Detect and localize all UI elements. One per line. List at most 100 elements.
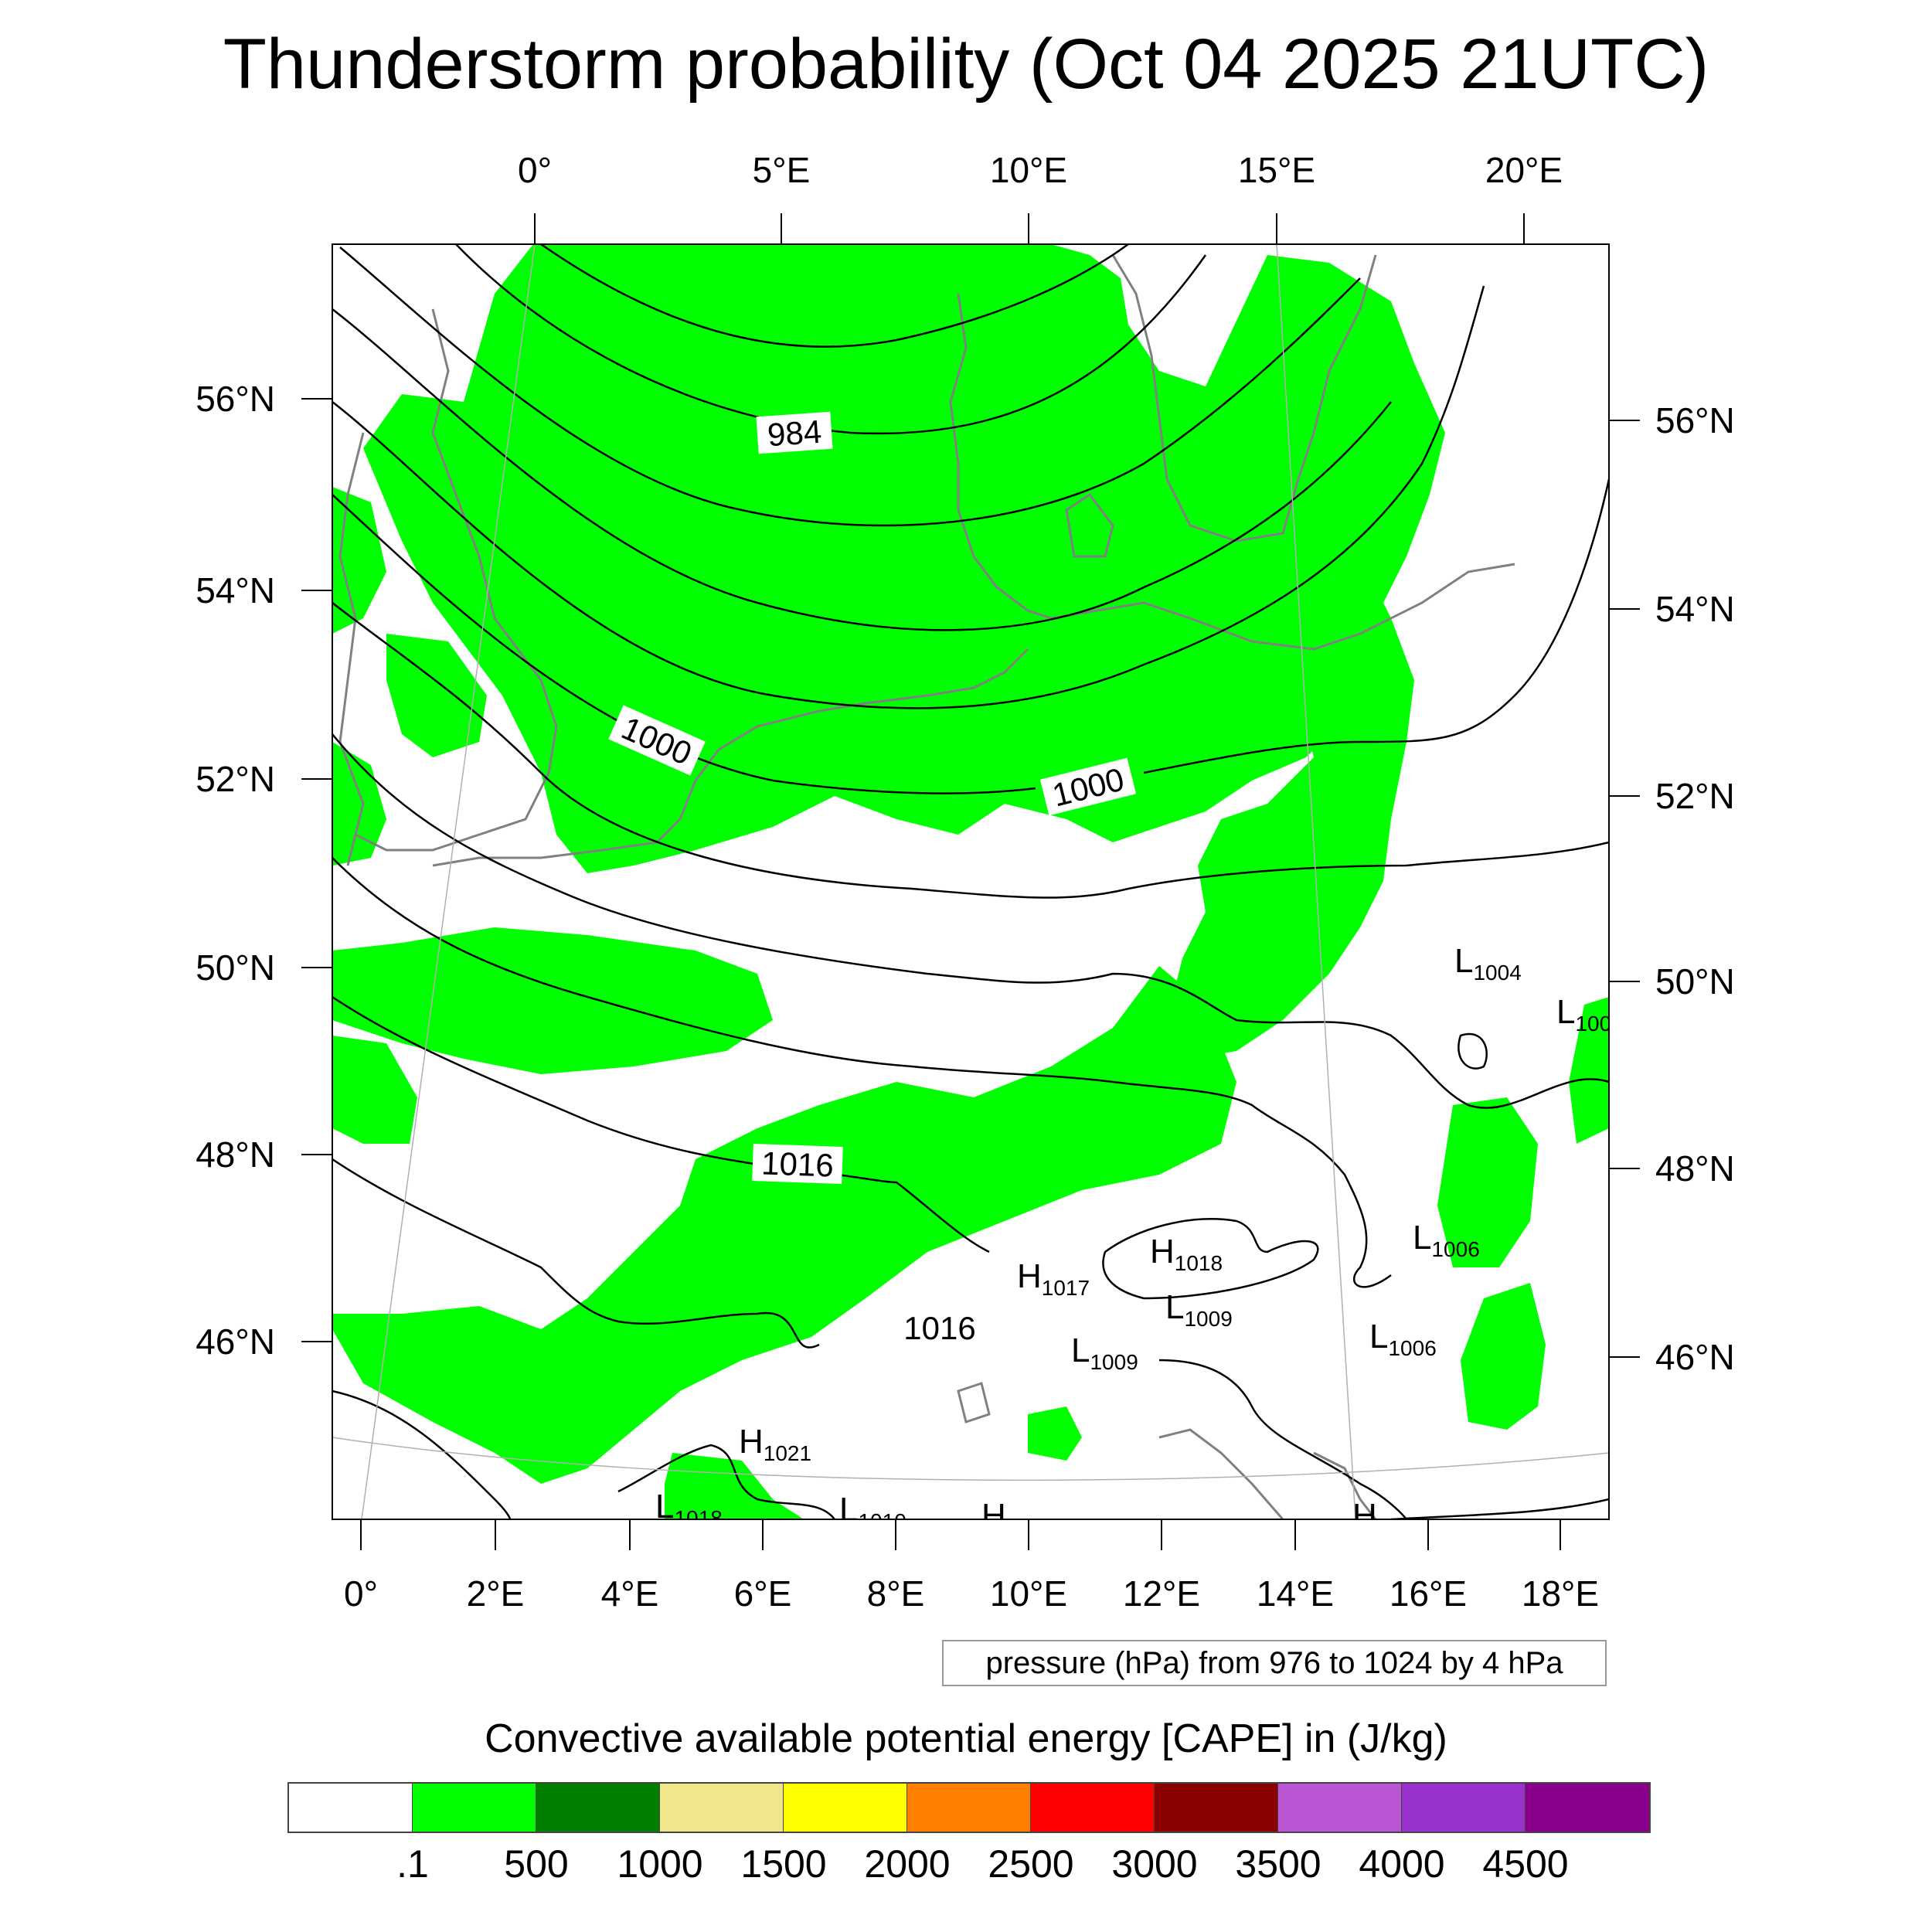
lon-label: 0° <box>344 1573 378 1614</box>
colorbar-label: 3500 <box>1235 1842 1321 1886</box>
colorbar-box <box>907 1784 1031 1832</box>
contour-label-1000-east: 1000 <box>1039 757 1137 816</box>
colorbar-box <box>289 1784 413 1832</box>
cape-region-france-nw <box>332 1036 417 1144</box>
colorbar-label: 4500 <box>1482 1842 1569 1886</box>
coast-uk-west <box>338 432 365 866</box>
lon-label: 8°E <box>867 1573 925 1614</box>
lon-label: 15°E <box>1238 150 1315 190</box>
isobar-1000 <box>332 494 1036 794</box>
coast-sweden <box>1111 254 1377 543</box>
coast-lake-garda <box>957 1382 991 1423</box>
colorbar-label: 1500 <box>740 1842 827 1886</box>
pressure-center-label: H1021 <box>739 1423 811 1465</box>
lat-label: 48°N <box>1655 1148 1735 1189</box>
isobar-1024 <box>332 1389 512 1519</box>
pressure-center-label: L1004 <box>1454 942 1522 985</box>
pressure-centers: L1004 L100 L1006 H1018 H1017 L1009 L1009… <box>655 942 1611 1535</box>
pressure-center-label: L1018 <box>655 1488 723 1530</box>
lat-label: 48°N <box>196 1134 275 1175</box>
isobar-992 <box>332 308 1392 631</box>
cape-region-uk-south <box>386 634 487 757</box>
lon-label: 10°E <box>990 150 1067 190</box>
cape-region-slovakia <box>1437 1097 1538 1267</box>
map-frame <box>332 243 1610 1520</box>
isobar-996 <box>332 285 1485 709</box>
lon-label: 16°E <box>1389 1573 1467 1614</box>
lat-label: 56°N <box>196 379 275 419</box>
isobars <box>332 244 1609 1519</box>
coast-netherlands <box>679 648 1029 820</box>
colorbar-label: 2500 <box>988 1842 1074 1886</box>
colorbar-box <box>1278 1784 1402 1832</box>
lat-label: 52°N <box>196 759 275 799</box>
isobar-italy-low <box>1158 1359 1407 1519</box>
top-longitude-labels: 0° 5°E 10°E 15°E 20°E <box>518 150 1563 190</box>
pressure-center-label: L1006 <box>1369 1318 1437 1360</box>
coastlines <box>338 254 1515 1519</box>
isobar-genoa <box>617 1444 835 1519</box>
graticule <box>332 244 1609 1519</box>
lat-label: 52°N <box>1655 776 1735 816</box>
colorbar-box <box>536 1784 660 1832</box>
contour-label-984: 984 <box>756 411 833 454</box>
left-latitude-labels: 56°N 54°N 52°N 50°N 48°N 46°N <box>196 379 275 1362</box>
cape-fill-regions <box>332 244 1609 1519</box>
cape-region-alps-south <box>665 1453 804 1519</box>
isobar-1004 <box>332 602 1609 899</box>
lat-label: 46°N <box>1655 1337 1735 1377</box>
coast-belgium-france <box>432 818 682 867</box>
cape-region-central <box>332 966 1236 1484</box>
lon-label: 20°E <box>1485 150 1563 190</box>
pressure-center-label: H1017 <box>1017 1257 1090 1300</box>
right-latitude-labels: 56°N 54°N 52°N 50°N 48°N 46°N <box>1655 400 1735 1377</box>
colorbar-box <box>1526 1784 1649 1832</box>
svg-text:1016: 1016 <box>760 1145 834 1183</box>
lat-label: 54°N <box>1655 589 1735 629</box>
colorbar-label: 3000 <box>1111 1842 1198 1886</box>
map-title: Thunderstorm probability (Oct 04 2025 21… <box>223 25 1709 104</box>
colorbar-box <box>1031 1784 1155 1832</box>
pressure-center-label: L1009 <box>1071 1332 1138 1374</box>
svg-text:1016: 1016 <box>903 1310 975 1346</box>
coast-uk-east <box>355 308 558 852</box>
lon-label: 12°E <box>1123 1573 1200 1614</box>
colorbar-title: Convective available potential energy [C… <box>485 1716 1447 1761</box>
coast-zealand <box>1065 492 1114 558</box>
coast-italy-adriatic <box>1158 1428 1284 1519</box>
cape-region-east-edge <box>1569 997 1609 1144</box>
pressure-center-label: L100 <box>1556 993 1611 1036</box>
lon-label: 4°E <box>601 1573 659 1614</box>
cape-region-poland <box>1167 464 1414 1059</box>
lon-label: 18°E <box>1522 1573 1599 1614</box>
isobar-1020 <box>332 1158 820 1349</box>
isobar-1000-east <box>1143 478 1609 774</box>
pressure-center-label: L1010 <box>839 1491 906 1533</box>
lat-label: 46°N <box>196 1321 275 1362</box>
coast-croatia <box>1313 1451 1377 1519</box>
colorbar-label: 2000 <box>864 1842 951 1886</box>
coast-denmark <box>949 293 1052 620</box>
map-ticks <box>301 213 1640 1550</box>
isobar-italy-south <box>1390 1498 1609 1519</box>
cape-region-hungary <box>1461 1283 1546 1430</box>
coast-baltic-south <box>1050 563 1515 651</box>
bottom-longitude-labels: 0° 2°E 4°E 6°E 8°E 10°E 12°E 14°E 16°E 1… <box>344 1573 1599 1614</box>
pressure-center-label: H1018 <box>1150 1233 1223 1275</box>
isobar-slovenia-low <box>1458 1032 1488 1070</box>
pressure-center-label: H <box>981 1497 1006 1535</box>
svg-text:984: 984 <box>766 413 822 454</box>
isobar-1016 <box>332 995 990 1253</box>
lon-label: 14°E <box>1257 1573 1334 1614</box>
isobar-988 <box>339 247 1361 527</box>
cape-region-belgium <box>332 927 773 1074</box>
colorbar <box>287 1782 1651 1833</box>
colorbar-box <box>1155 1784 1278 1832</box>
colorbar-label: 1000 <box>617 1842 703 1886</box>
lon-label: 0° <box>518 150 552 190</box>
isobar-1012 <box>332 857 1392 1288</box>
isobar-1008 <box>332 733 1609 1109</box>
colorbar-box <box>660 1784 784 1832</box>
colorbar-box <box>784 1784 907 1832</box>
